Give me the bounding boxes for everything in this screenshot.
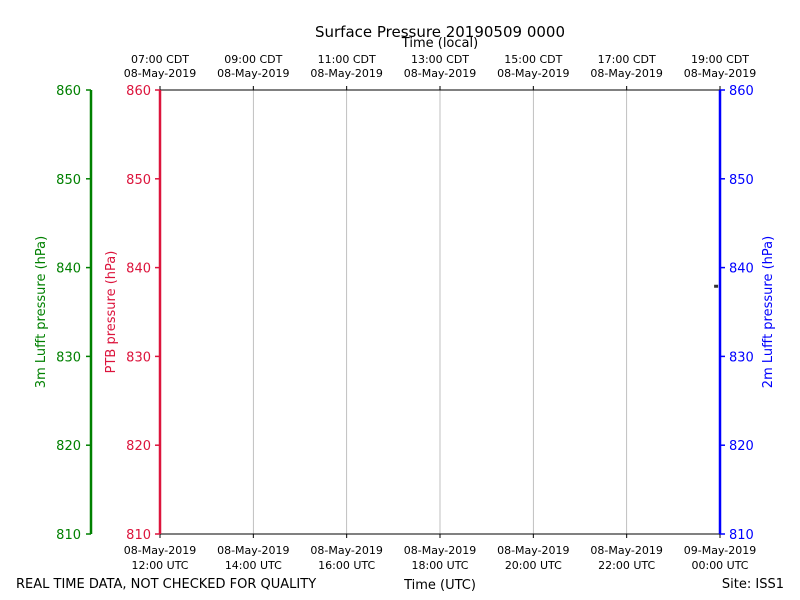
y-axis-label: 3m Lufft pressure (hPa): [34, 236, 49, 388]
y-tick-label: 840: [56, 262, 81, 277]
x-tick-label-time: 12:00 UTC: [131, 559, 188, 572]
y-axis-label: 2m Lufft pressure (hPa): [761, 236, 776, 388]
y-tick-label: 840: [729, 262, 754, 277]
y-tick-label: 850: [729, 173, 754, 188]
site-label: Site: ISS1: [722, 577, 784, 592]
x-tick-label-time: 18:00 UTC: [411, 559, 468, 572]
x-tick-label-time: 20:00 UTC: [505, 559, 562, 572]
x-tick-top-label-date: 08-May-2019: [310, 67, 382, 80]
x-tick-top-label-time: 07:00 CDT: [131, 53, 189, 66]
y-tick-label: 830: [729, 350, 754, 365]
chart-title: Surface Pressure 20190509 0000: [315, 23, 565, 41]
y-tick-label: 830: [56, 350, 81, 365]
y-axis-label: PTB pressure (hPa): [104, 251, 119, 374]
bottom-x-ticks: 08-May-2019 12:00 UTC 08-May-2019 14:00 UTC…: [124, 534, 756, 572]
x-tick-top-label-time: 11:00 CDT: [318, 53, 376, 66]
y-tick-label: 850: [56, 173, 81, 188]
y-axis-ptb: 810 820 830 840 850 860 PTB pressure (hPa): [104, 84, 162, 543]
x-tick-label-date: 08-May-2019: [124, 544, 196, 557]
quality-disclaimer: REAL TIME DATA, NOT CHECKED FOR QUALITY: [16, 577, 316, 592]
series-marks: [714, 284, 719, 288]
x-tick-top-label-time: 19:00 CDT: [691, 53, 749, 66]
y-tick-label: 820: [56, 439, 81, 454]
y-tick-label: 820: [729, 439, 754, 454]
x-tick-label-time: 14:00 UTC: [225, 559, 282, 572]
y-tick-label: 830: [126, 350, 151, 365]
x-tick-top-label-date: 08-May-2019: [124, 67, 196, 80]
x-tick-top-label-time: 17:00 CDT: [598, 53, 656, 66]
y-axis-3m-lufft: 810 820 830 840 850 860 3m Lufft pressure (hPa…: [34, 84, 93, 543]
x-tick-top-label-date: 08-May-2019: [497, 67, 569, 80]
x-tick-top-label-time: 13:00 CDT: [411, 53, 469, 66]
y-tick-label: 850: [126, 173, 151, 188]
bottom-axis-label: Time (UTC): [403, 578, 476, 593]
x-tick-label-date: 08-May-2019: [310, 544, 382, 557]
y-tick-label: 820: [126, 439, 151, 454]
x-tick-top-label-date: 08-May-2019: [404, 67, 476, 80]
x-tick-label-date: 08-May-2019: [404, 544, 476, 557]
top-axis-label: Time (local): [401, 36, 478, 51]
x-tick-label-time: 16:00 UTC: [318, 559, 375, 572]
y-tick-label: 840: [126, 262, 151, 277]
x-tick-label-date: 08-May-2019: [217, 544, 289, 557]
y-tick-label: 860: [56, 84, 81, 99]
y-tick-label: 810: [729, 528, 754, 543]
x-tick-top-label-date: 08-May-2019: [684, 67, 756, 80]
y-tick-label: 810: [126, 528, 151, 543]
x-tick-label-date: 09-May-2019: [684, 544, 756, 557]
x-tick-top-label-time: 15:00 CDT: [504, 53, 562, 66]
x-tick-label-time: 00:00 UTC: [691, 559, 748, 572]
y-axis-2m-lufft: 810 820 830 840 850 860 2m Lufft pressure (hPa…: [718, 84, 776, 543]
x-tick-label-time: 22:00 UTC: [598, 559, 655, 572]
data-point: [714, 284, 719, 288]
x-tick-top-label-date: 08-May-2019: [217, 67, 289, 80]
vertical-gridlines: [252, 90, 628, 534]
x-tick-label-date: 08-May-2019: [497, 544, 569, 557]
y-tick-label: 810: [56, 528, 81, 543]
x-tick-top-label-time: 09:00 CDT: [224, 53, 282, 66]
y-tick-label: 860: [126, 84, 151, 99]
x-tick-label-date: 08-May-2019: [590, 544, 662, 557]
x-tick-top-label-date: 08-May-2019: [590, 67, 662, 80]
y-tick-label: 860: [729, 84, 754, 99]
